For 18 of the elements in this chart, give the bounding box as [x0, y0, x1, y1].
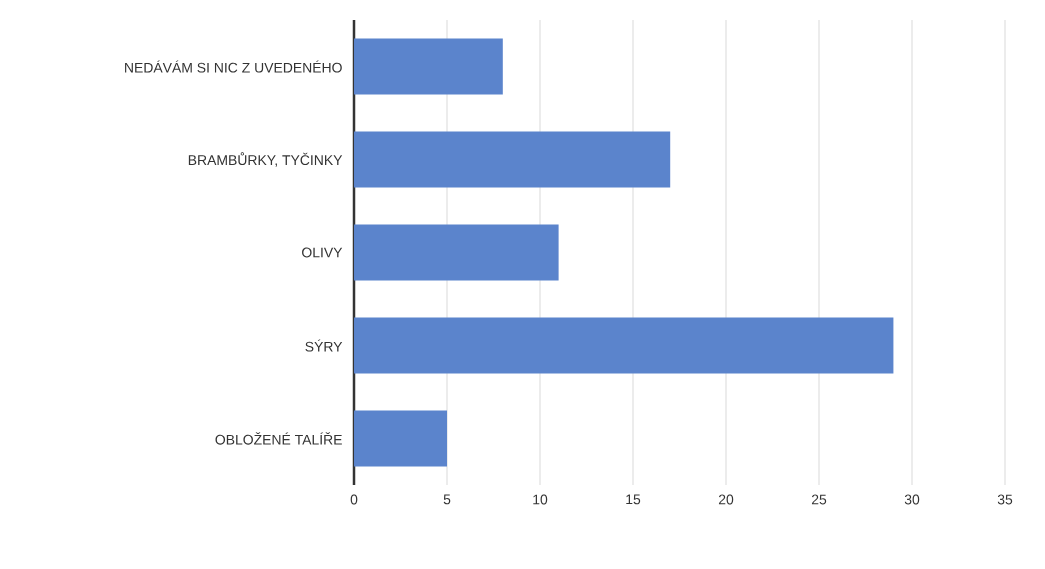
y-tick-label: SÝRY: [305, 339, 343, 352]
bar: [354, 224, 559, 281]
bar: [354, 38, 503, 95]
x-tick-label: 0: [350, 494, 358, 505]
bar: [354, 410, 447, 467]
x-tick-label: 10: [533, 494, 548, 505]
y-tick-label: BRAMBŮRKY, TYČINKY: [188, 152, 343, 167]
bar: [354, 317, 894, 374]
y-tick-label: NEDÁVÁM SI NIC Z UVEDENÉHO: [125, 60, 342, 73]
x-tick-label: 15: [626, 494, 641, 505]
x-tick-label: 30: [904, 494, 920, 505]
x-tick-label: 25: [811, 494, 827, 505]
y-tick-label: OLIVY: [302, 247, 343, 258]
x-tick-label: 5: [443, 494, 451, 505]
bar: [354, 131, 671, 188]
x-tick-label: 35: [997, 494, 1013, 505]
y-tick-label: OBLOŽENÉ TALÍŘE: [215, 432, 342, 445]
x-tick-label: 20: [718, 494, 734, 505]
